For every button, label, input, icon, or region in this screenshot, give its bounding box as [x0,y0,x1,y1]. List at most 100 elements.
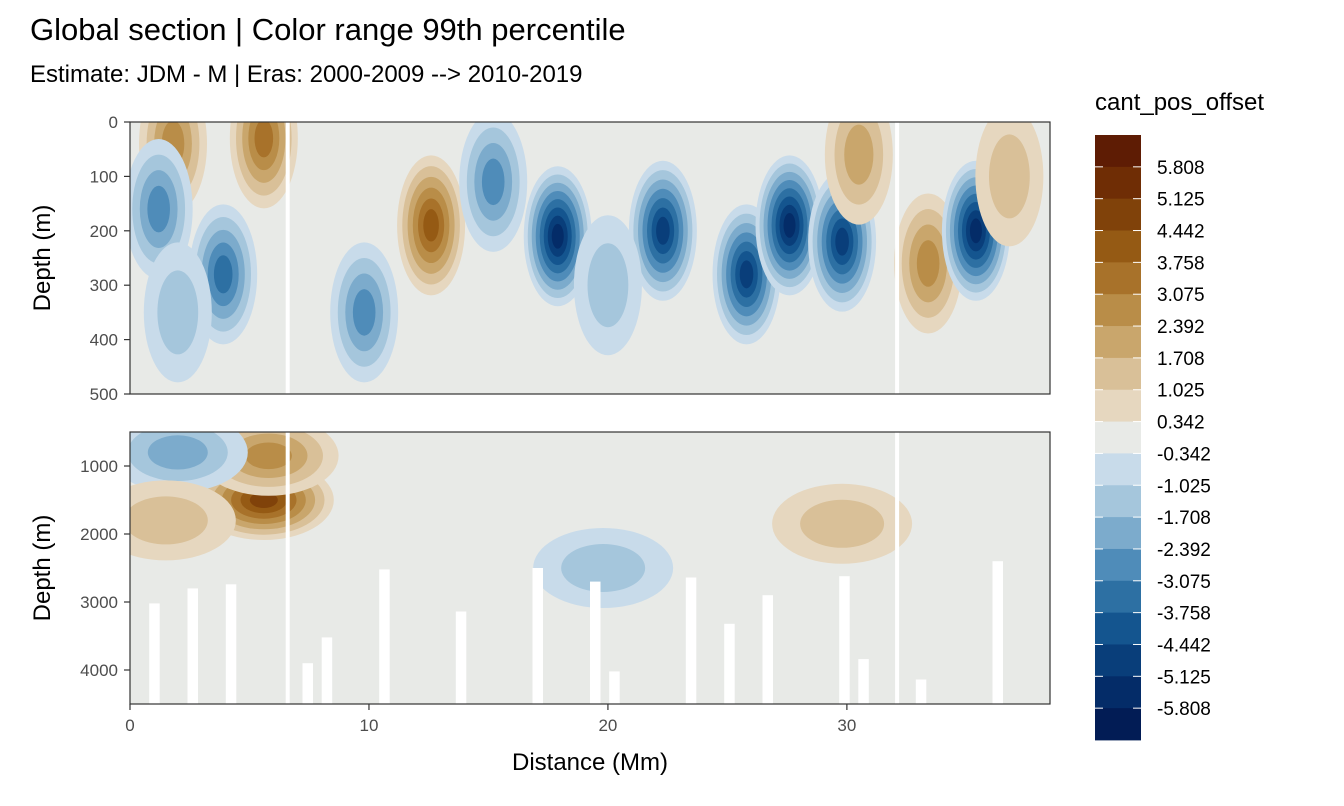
legend-label: -3.075 [1157,572,1211,593]
x-tick-label: 30 [837,716,856,735]
legend-swatch [1095,644,1141,677]
legend-label: -5.125 [1157,667,1211,688]
y-tick-label: 3000 [80,593,118,612]
contour-patch [739,260,754,289]
legend-swatch [1095,135,1141,168]
y-tick-label: 200 [90,222,118,241]
legend-swatch [1095,166,1141,200]
seafloor-mask [839,576,850,704]
data-gap-line [285,122,290,394]
contour-patch [969,218,982,244]
legend-label: -1.708 [1157,508,1211,529]
data-gap-line [895,122,900,394]
lower-panel: 1000 2000 3000 4000 [80,431,1051,705]
legend-label: -4.442 [1157,635,1211,656]
contour-patch [130,496,208,545]
contour-patch [561,544,646,592]
seafloor-mask [590,581,601,704]
legend-swatch [1095,517,1141,550]
contour-patch [481,158,505,206]
y-tick-label: 300 [90,276,118,295]
x-tick-label: 10 [360,716,379,735]
legend-swatch [1095,357,1141,391]
contour-patch [656,216,670,245]
contour-patch [423,209,439,242]
legend-swatch [1095,612,1141,645]
contour-patch [551,223,564,249]
contour-patch [254,122,274,158]
legend-title: cant_pos_offset [1095,89,1264,116]
legend-label: 1.708 [1157,349,1205,370]
legend-label: 1.025 [1157,381,1205,402]
legend-label: 3.075 [1157,285,1205,306]
contour-patch [213,255,233,294]
legend-label: -3.758 [1157,604,1211,625]
y-tick-label: 500 [90,385,118,404]
legend-label: 0.342 [1157,413,1205,434]
contour-patch [157,270,199,355]
seafloor-mask [187,588,198,704]
contour-patch [352,289,376,336]
lower-y-axis: 1000 2000 3000 4000 [80,457,130,680]
legend-swatch [1095,676,1141,709]
legend-swatch [1095,548,1141,582]
lower-y-axis-title: Depth (m) [29,515,56,622]
legend-swatch [1095,708,1141,741]
y-tick-label: 2000 [80,525,118,544]
chart-title: Global section | Color range 99th percen… [30,12,626,47]
seafloor-mask [685,577,697,704]
seafloor-mask [915,679,927,704]
contour-patch [147,185,170,233]
contour-patch [988,134,1030,219]
data-gap-line [895,432,900,704]
upper-panel: 0 100 200 300 400 500 [90,113,1051,404]
upper-panel-border [129,121,1051,395]
contour-patch [916,240,940,287]
seafloor-mask [455,611,467,704]
legend-swatch [1095,389,1141,422]
y-tick-label: 100 [90,167,118,186]
y-tick-label: 400 [90,331,118,350]
legend-swatch [1095,294,1141,327]
lower-panel-bathymetry-mask [149,561,1003,704]
seafloor-mask [379,569,390,704]
contour-patch [783,212,796,238]
x-axis: 0 10 20 30 [125,704,856,735]
seafloor-mask [225,584,237,704]
legend: cant_pos_offset 5.808 5.125 4.442 3.758 3.07… [1095,89,1264,741]
seafloor-mask [609,671,620,704]
upper-panel-data-gaps [285,122,900,394]
legend-swatch [1095,421,1141,454]
seafloor-mask [762,595,773,704]
legend-swatch [1095,453,1141,486]
lower-panel-data-gaps [285,432,900,704]
legend-swatch [1095,262,1141,295]
legend-swatch [1095,580,1141,614]
legend-label: -0.342 [1157,444,1211,465]
legend-colorbar [1095,135,1141,741]
legend-label: 2.392 [1157,317,1205,338]
legend-labels: 5.808 5.125 4.442 3.758 3.075 2.392 1.708 1.025… [1157,158,1211,720]
y-tick-label: 1000 [80,457,118,476]
contour-patch [587,243,629,328]
upper-y-axis-title: Depth (m) [29,205,56,312]
y-tick-label: 4000 [80,661,118,680]
contour-patch [249,492,278,508]
legend-label: -2.392 [1157,540,1211,561]
legend-label: -5.808 [1157,699,1211,720]
data-gap-line [285,432,290,704]
contour-patch [844,124,874,185]
seafloor-mask [532,568,543,704]
legend-label: 3.758 [1157,253,1205,274]
seafloor-mask [321,637,333,704]
seafloor-mask [992,561,1003,704]
contour-patch [147,435,208,470]
seafloor-mask [149,603,160,704]
upper-y-axis: 0 100 200 300 400 500 [90,113,130,404]
x-tick-label: 20 [598,716,617,735]
legend-swatch [1095,326,1141,359]
legend-swatch [1095,230,1141,263]
lower-panel-border [129,431,1051,705]
seafloor-mask [858,659,869,704]
